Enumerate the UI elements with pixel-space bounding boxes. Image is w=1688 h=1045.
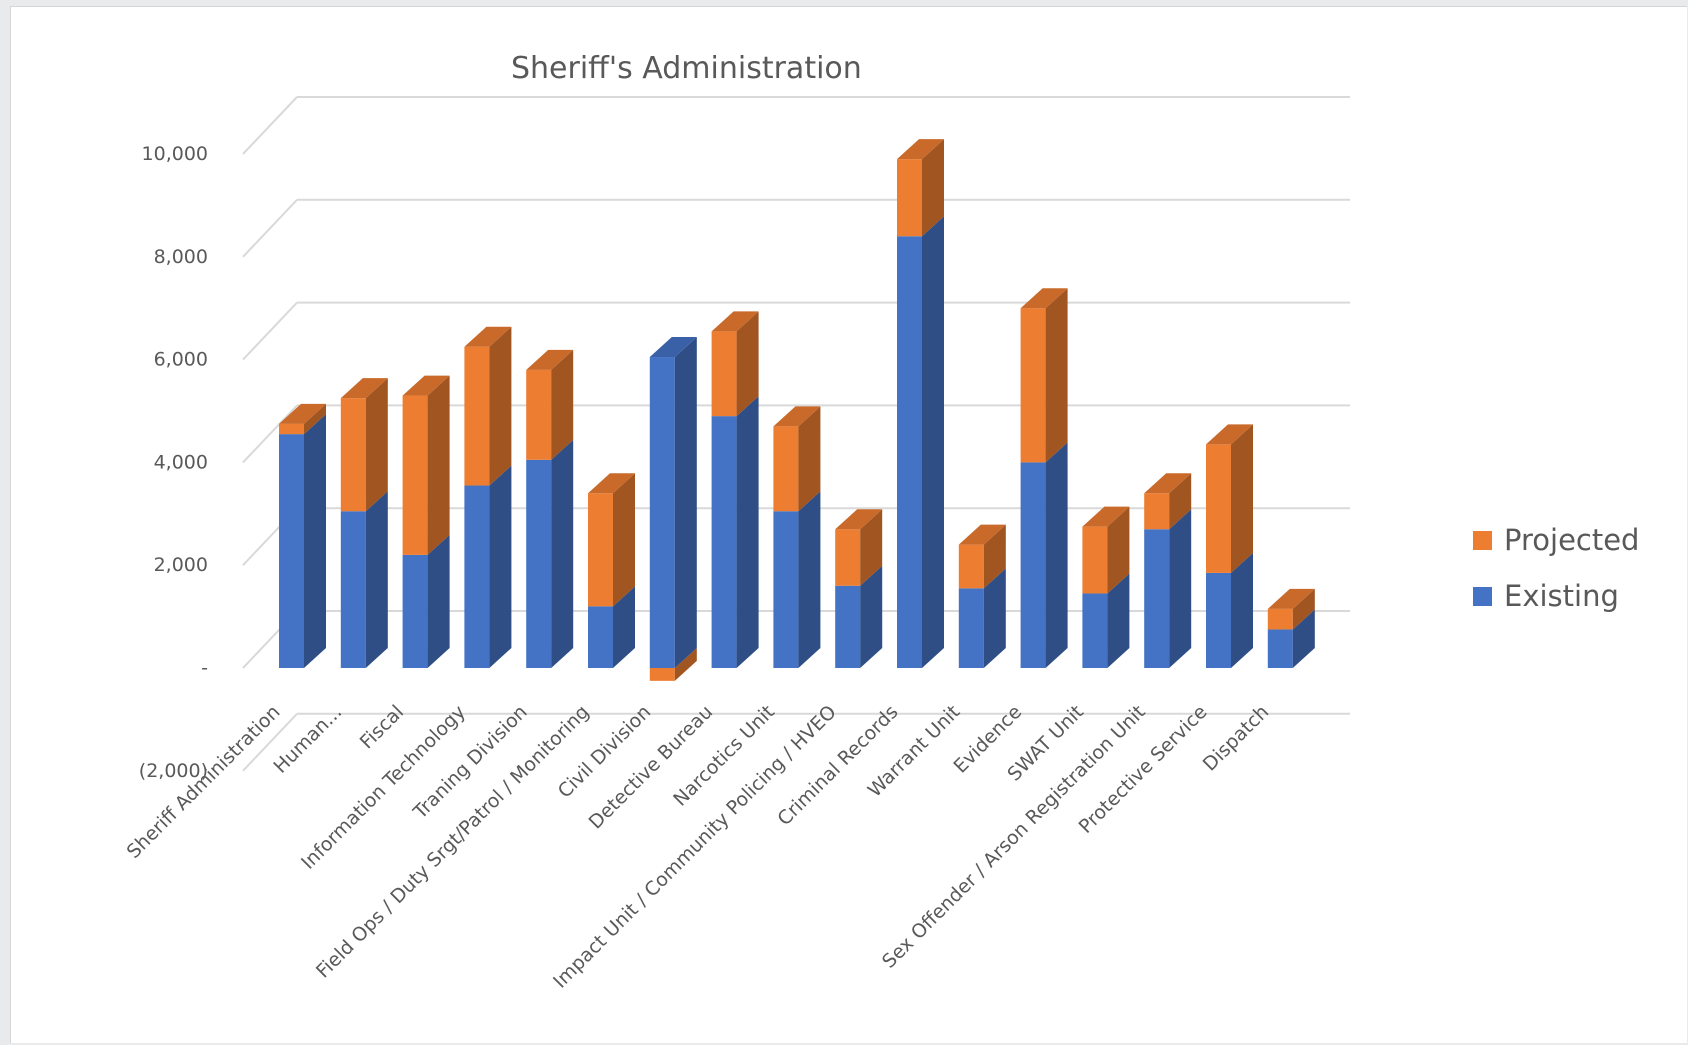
- bar-dispatch: [1267, 588, 1315, 668]
- bar-protective-service: [1206, 424, 1253, 668]
- y-axis-ticks: 10,000 8,000 6,000 4,000 2,000 - (2,000): [139, 143, 208, 782]
- bar-existing-sex-offender-arson-registration-unit: [1144, 509, 1192, 668]
- chart-plot: 10,000 8,000 6,000 4,000 2,000 - (2,000) Sheri…: [123, 96, 1350, 993]
- bar-projected-field-ops-duty-srgt-patrol-monitoring: [588, 473, 635, 607]
- bar-existing-narcotics-unit: [773, 491, 821, 668]
- x-tick-label-fiscal: Fiscal: [356, 701, 408, 753]
- legend-label-existing: Existing: [1504, 579, 1619, 613]
- bar-traning-division: [526, 349, 574, 668]
- bar-existing-protective-service: [1206, 552, 1253, 668]
- bar-swat-unit: [1082, 506, 1130, 668]
- y-tick-label: 8,000: [154, 246, 208, 268]
- bar-projected-impact-unit-community-policing-hveo: [835, 509, 883, 586]
- y-tick-label: 6,000: [154, 349, 208, 371]
- legend-swatch-existing: [1473, 586, 1492, 606]
- bar-existing-dispatch: [1267, 609, 1315, 668]
- bar-projected-fiscal: [402, 375, 450, 555]
- bar-top-narcotics-unit: [773, 406, 821, 427]
- bar-existing-sheriff-administration: [279, 414, 326, 668]
- bar-existing-criminal-records: [897, 216, 944, 669]
- bar-top-criminal-records: [897, 139, 944, 160]
- legend-label-projected: Projected: [1504, 523, 1640, 557]
- y-tick-label: 4,000: [154, 451, 208, 473]
- bar-top-evidence: [1020, 288, 1068, 309]
- bar-projected-human: [340, 378, 388, 512]
- bar-projected-swat-unit: [1082, 506, 1130, 594]
- bar-projected-detective-bureau: [711, 311, 759, 417]
- bar-field-ops-duty-srgt-patrol-monitoring: [588, 473, 635, 668]
- bar-sheriff-administration: [279, 403, 326, 668]
- bar-top-field-ops-duty-srgt-patrol-monitoring: [588, 473, 635, 494]
- gridline-10-000: [242, 96, 1350, 155]
- bar-top-swat-unit: [1082, 506, 1130, 527]
- gridline-6-000: [242, 301, 1350, 361]
- bar-top-sheriff-administration: [279, 403, 326, 424]
- bar-projected-sex-offender-arson-registration-unit: [1144, 473, 1192, 530]
- y-tick-label: -: [201, 657, 208, 679]
- y-tick-label: 2,000: [154, 554, 208, 576]
- bar-projected-narcotics-unit: [773, 406, 821, 512]
- bar-top-fiscal: [402, 375, 450, 396]
- bar-projected-civil-division: [649, 648, 697, 681]
- bar-existing-field-ops-duty-srgt-patrol-monitoring: [588, 586, 635, 668]
- bar-top-civil-division: [649, 337, 697, 358]
- legend-item-existing: Existing: [1473, 568, 1639, 624]
- legend: Projected Existing: [1473, 512, 1639, 624]
- bar-top-information-technology: [464, 326, 512, 347]
- x-tick-label-sheriff-administration: Sheriff Administration: [123, 701, 285, 863]
- bar-top-detective-bureau: [711, 311, 759, 332]
- bar-top-impact-unit-community-policing-hveo: [835, 509, 883, 530]
- y-tick-label: 10,000: [142, 143, 208, 165]
- bar-warrant-unit: [958, 524, 1006, 668]
- x-tick-label-impact-unit-community-policing-hveo: Impact Unit / Community Policing / HVEO: [549, 701, 841, 993]
- x-tick-label-human: Human...: [270, 701, 347, 778]
- bar-fiscal: [402, 375, 450, 668]
- bar-top-dispatch: [1267, 588, 1315, 609]
- bar-existing-evidence: [1020, 442, 1068, 668]
- bar-projected-protective-service: [1206, 424, 1253, 573]
- x-tick-label-dispatch: Dispatch: [1199, 701, 1274, 776]
- bar-detective-bureau: [711, 311, 759, 668]
- bar-human: [340, 378, 388, 668]
- bar-projected-sheriff-administration: [279, 403, 326, 435]
- chart-area: Sheriff's Administration 10,000 8,000 6,00…: [10, 6, 1687, 1043]
- chart-title: Sheriff's Administration: [511, 51, 862, 86]
- bar-top-protective-service: [1206, 424, 1253, 445]
- x-tick-label-traning-division: Traning Division: [409, 701, 532, 824]
- bar-existing-traning-division: [526, 439, 574, 668]
- bar-projected-traning-division: [526, 349, 574, 460]
- bar-existing-swat-unit: [1082, 573, 1130, 668]
- bar-existing-human: [340, 491, 388, 668]
- bar-top-warrant-unit: [958, 524, 1006, 545]
- x-tick-label-field-ops-duty-srgt-patrol-monitoring: Field Ops / Duty Srgt/Patrol / Monitorin…: [312, 701, 594, 983]
- bar-projected-dispatch: [1267, 588, 1315, 630]
- bar-information-technology: [464, 326, 512, 668]
- bar-sex-offender-arson-registration-unit: [1144, 473, 1192, 668]
- bar-existing-detective-bureau: [711, 396, 759, 668]
- legend-swatch-projected: [1473, 530, 1492, 550]
- bars: [279, 139, 1315, 681]
- bar-projected-warrant-unit: [958, 524, 1006, 589]
- gridline-2-000: [242, 712, 1350, 772]
- bar-civil-division: [649, 337, 697, 681]
- bar-projected-information-technology: [464, 326, 512, 486]
- bar-top-human: [340, 378, 388, 399]
- y-tick-label: (2,000): [139, 760, 208, 782]
- gridline-8-000: [242, 198, 1350, 258]
- bar-projected-criminal-records: [897, 139, 944, 237]
- bar-existing-civil-division: [649, 337, 697, 668]
- bar-existing-warrant-unit: [958, 568, 1006, 668]
- bar-impact-unit-community-policing-hveo: [835, 509, 883, 668]
- bar-evidence: [1020, 288, 1068, 668]
- bar-projected-evidence: [1020, 288, 1068, 463]
- bar-top-traning-division: [526, 349, 574, 370]
- bar-narcotics-unit: [773, 406, 821, 668]
- bar-existing-information-technology: [464, 465, 512, 668]
- bar-existing-impact-unit-community-policing-hveo: [835, 565, 883, 668]
- bar-existing-fiscal: [402, 534, 450, 668]
- bar-top-sex-offender-arson-registration-unit: [1144, 473, 1192, 494]
- legend-item-projected: Projected: [1473, 512, 1639, 568]
- bar-criminal-records: [897, 139, 944, 669]
